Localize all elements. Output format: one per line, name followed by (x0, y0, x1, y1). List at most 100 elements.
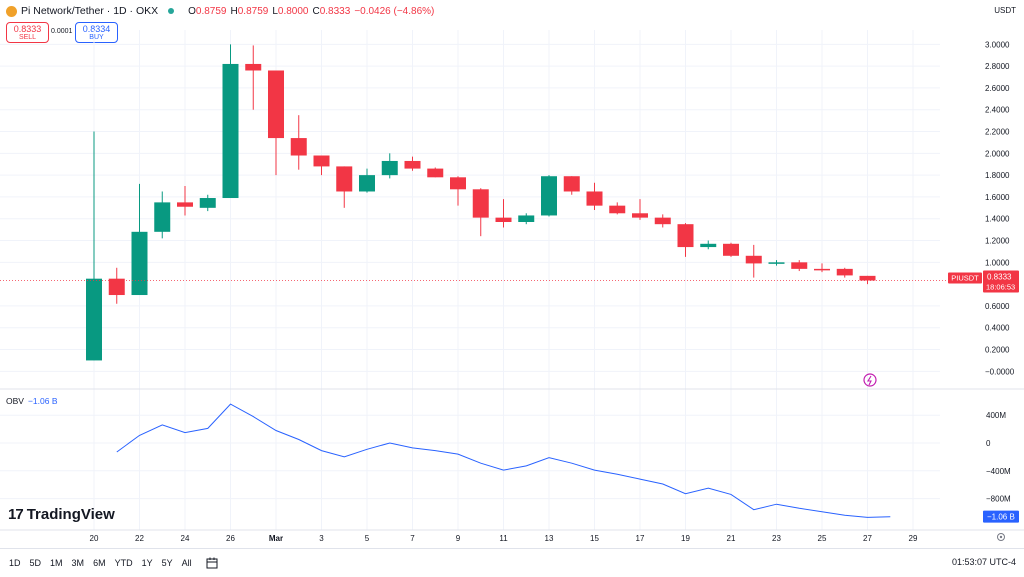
candle-body (541, 176, 557, 216)
candle-body (404, 160, 421, 169)
x-tick-label: 26 (226, 534, 235, 543)
x-tick-label: 13 (545, 534, 554, 543)
candle-body (632, 213, 648, 218)
candle-body (131, 231, 148, 296)
price-tick-label: 2.0000 (985, 149, 1010, 158)
range-1d-button[interactable]: 1D (9, 558, 21, 568)
range-1y-button[interactable]: 1Y (141, 558, 153, 568)
candle-body (199, 198, 216, 208)
candles (0, 44, 946, 361)
x-tick-label: 3 (319, 534, 324, 543)
range-5d-button[interactable]: 5D (29, 558, 42, 568)
candle-body (745, 255, 762, 264)
obv-last-box (983, 510, 1019, 523)
price-chart[interactable]: 3.0000 2.8000 2.6000 2.4000 2.2000 2.0000 1.80… (0, 0, 1024, 548)
obv-tick-label: −400M (986, 467, 1011, 476)
obv-line (116, 403, 891, 518)
axes: 3.0000 2.8000 2.6000 2.4000 2.2000 2.0000 1.80… (90, 40, 1019, 543)
range-5y-button[interactable]: 5Y (161, 558, 173, 568)
price-tick-label: 1.0000 (985, 258, 1010, 267)
price-tick-label: 0.4000 (985, 324, 1010, 333)
candle-body (359, 175, 375, 192)
x-tick-label: 20 (90, 534, 99, 543)
candle-body (859, 275, 876, 281)
symbol-tag-text: PIUSDT (951, 274, 979, 283)
high-value: 0.8759 (237, 5, 269, 17)
x-tick-label: 25 (818, 534, 827, 543)
calendar-icon[interactable] (206, 557, 218, 569)
x-tick-label: 5 (365, 534, 370, 543)
low-value: 0.8000 (277, 5, 309, 17)
obv-pane (116, 403, 891, 518)
candle-body (154, 202, 171, 232)
candle-body (700, 243, 717, 248)
candle-body (313, 155, 330, 167)
candle-body (177, 202, 193, 207)
price-tick-label: 2.6000 (985, 84, 1010, 93)
close-value: 0.8333 (319, 5, 351, 17)
sell-price: 0.8333 (13, 24, 42, 34)
range-1m-button[interactable]: 1M (50, 558, 63, 568)
tradingview-mark-icon: 17 (8, 506, 24, 523)
currency-label[interactable]: USDT (994, 6, 1016, 15)
range-all-button[interactable]: All (181, 558, 192, 568)
open-label: O (188, 5, 196, 17)
price-tick-label: 1.2000 (985, 237, 1010, 246)
tradingview-brand: TradingView (26, 506, 115, 523)
candle-body (268, 70, 284, 139)
gear-icon[interactable] (997, 533, 1005, 541)
market-open-status-icon (168, 8, 175, 14)
price-tick-label: 1.6000 (985, 193, 1010, 202)
price-tick-label: 1.4000 (985, 215, 1010, 224)
change-value: −0.0426 (−4.86%) (354, 5, 435, 17)
candle-body (609, 205, 626, 214)
buy-button[interactable]: 0.8334 BUY (75, 22, 118, 43)
obv-tick-label: 0 (986, 439, 991, 448)
x-tick-label: 19 (681, 534, 690, 543)
obv-tick-label: −800M (986, 495, 1011, 504)
sell-label: SELL (18, 34, 37, 41)
candle-body (654, 217, 671, 225)
price-tick-label: 2.2000 (985, 128, 1010, 137)
price-tick-label: 2.8000 (985, 62, 1010, 71)
candle-body (222, 63, 239, 199)
tradingview-logo[interactable]: 17 TradingView (8, 506, 115, 523)
candle-body (586, 191, 603, 206)
grid (0, 30, 1024, 531)
range-3m-button[interactable]: 3M (71, 558, 85, 568)
candle-body (791, 262, 808, 269)
x-tick-label: 15 (590, 534, 599, 543)
symbol-title[interactable]: Pi Network/Tether · 1D · OKX (21, 5, 159, 17)
obv-legend: OBV −1.06 B (6, 396, 58, 406)
range-ytd-button[interactable]: YTD (114, 558, 133, 568)
candle-body (518, 215, 535, 222)
chart-header: Pi Network/Tether · 1D · OKX O 0.8759 H 0.… (6, 2, 434, 20)
sell-button[interactable]: 0.8333 SELL (6, 22, 49, 43)
candle-body (677, 224, 694, 248)
range-6m-button[interactable]: 6M (93, 558, 106, 568)
last-price-label: 0.8333 (987, 273, 1012, 282)
candle-body (836, 268, 853, 276)
x-tick-label: 23 (772, 534, 781, 543)
symbol-tag (948, 272, 982, 284)
candle-body (86, 278, 102, 361)
candle-body (381, 160, 398, 176)
candle-body (427, 168, 444, 178)
obv-value: −1.06 B (27, 396, 58, 406)
candle-body (108, 278, 125, 296)
last-price-box (983, 270, 1019, 293)
candle-body (814, 268, 830, 271)
candle-body (723, 243, 739, 256)
obv-last-label: −1.06 B (987, 513, 1015, 522)
flash-icon[interactable] (863, 373, 877, 387)
candle-body (290, 138, 307, 156)
clock: 01:53:07 UTC-4 (951, 557, 1016, 567)
bottom-toolbar: 1D 5D 1M 3M 6M YTD 1Y 5Y All 01:53:07 UT… (0, 548, 1024, 577)
price-tick-label: 0.2000 (985, 346, 1010, 355)
x-tick-label: 21 (727, 534, 736, 543)
price-tick-label: 2.4000 (985, 106, 1010, 115)
price-tick-label: 0.6000 (985, 302, 1010, 311)
x-tick-label: 9 (456, 534, 461, 543)
candle-body (450, 177, 466, 190)
candle-body (245, 63, 262, 71)
